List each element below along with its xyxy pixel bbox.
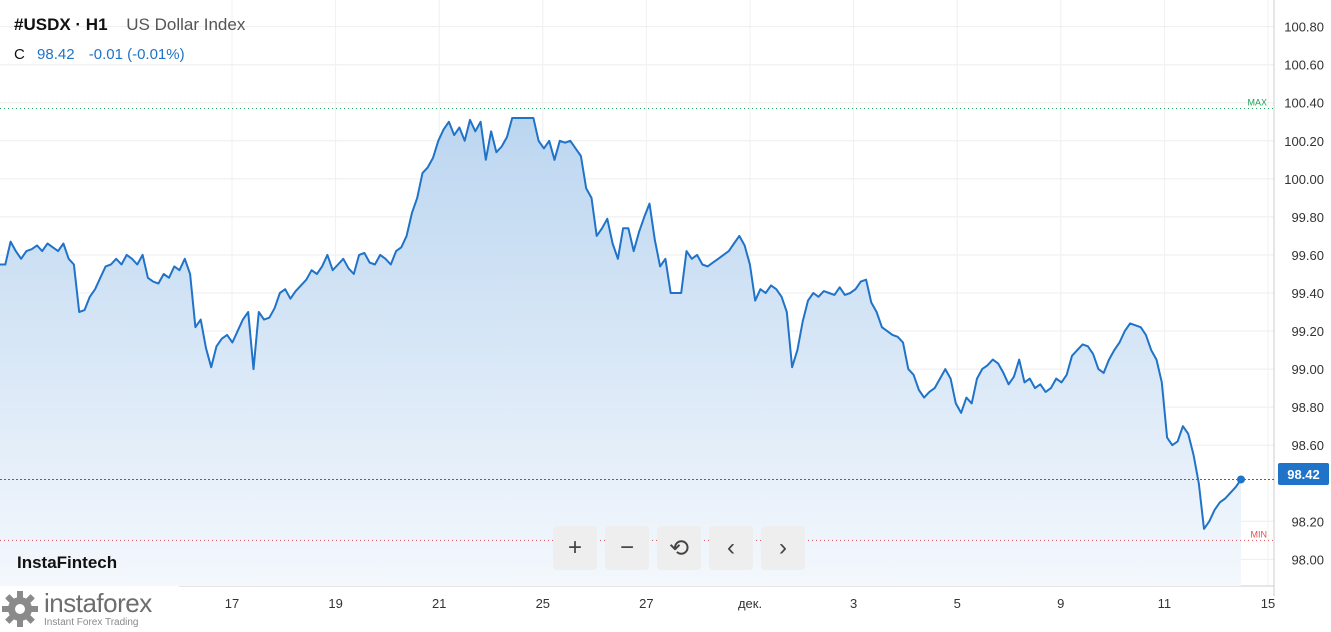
x-tick-label: 5 [954,596,961,611]
instrument-description: US Dollar Index [126,15,246,34]
gear-logo-icon [2,591,38,627]
y-tick-label: 98.80 [1291,400,1324,415]
x-tick-label: 25 [536,596,550,611]
series-line[interactable] [0,117,1242,530]
last-price-tag: 98.42 [1278,463,1329,485]
logo-name: instaforex [44,588,152,618]
y-tick-label: 99.00 [1291,362,1324,377]
reset-button[interactable]: ⟲ [657,526,701,570]
ohlc-readout: C 98.42 -0.01 (-0.01%) [14,46,185,63]
y-tick-label: 99.40 [1291,286,1324,301]
chart-toolbar: + − ⟲ ‹ › [553,526,805,570]
y-tick-label: 100.20 [1284,134,1324,149]
scroll-right-button[interactable]: › [761,526,805,570]
y-tick-label: 98.60 [1291,438,1324,453]
x-tick-label: 9 [1057,596,1064,611]
brand-watermark: InstaFintech [17,553,118,572]
y-tick-label: 99.60 [1291,248,1324,263]
x-tick-label: дек. [738,596,762,611]
close-label: C [14,46,25,63]
x-tick-label: 11 [1158,596,1172,611]
x-tick-label: 27 [639,596,653,611]
x-tick-label: 21 [432,596,446,611]
y-tick-label: 98.20 [1291,514,1324,529]
y-tick-label: 100.00 [1284,172,1324,187]
change-value: -0.01 (-0.01%) [88,46,185,63]
x-tick-label: 15 [1261,596,1275,611]
logo-tagline: Instant Forex Trading [44,617,139,628]
min-label: MIN [1251,529,1268,539]
y-tick-label: 100.40 [1284,96,1324,111]
x-tick-label: 19 [328,596,342,611]
last-price-dot [1237,475,1245,484]
series-area [0,118,1241,586]
y-tick-label: 98.00 [1291,552,1324,567]
y-tick-label: 100.80 [1284,20,1324,35]
y-tick-label: 99.80 [1291,210,1324,225]
instaforex-logo[interactable]: instaforex Instant Forex Trading [0,586,179,632]
zoom-out-button[interactable]: − [605,526,649,570]
x-tick-label: 17 [225,596,239,611]
scroll-left-button[interactable]: ‹ [709,526,753,570]
chart-header: #USDX · H1 US Dollar Index [14,15,245,35]
symbol-label: #USDX · H1 [14,15,108,34]
max-label: MAX [1247,97,1267,107]
y-tick-label: 100.60 [1284,58,1324,73]
close-value: 98.42 [37,46,75,63]
zoom-in-button[interactable]: + [553,526,597,570]
y-tick-label: 99.20 [1291,324,1324,339]
x-tick-label: 3 [850,596,857,611]
